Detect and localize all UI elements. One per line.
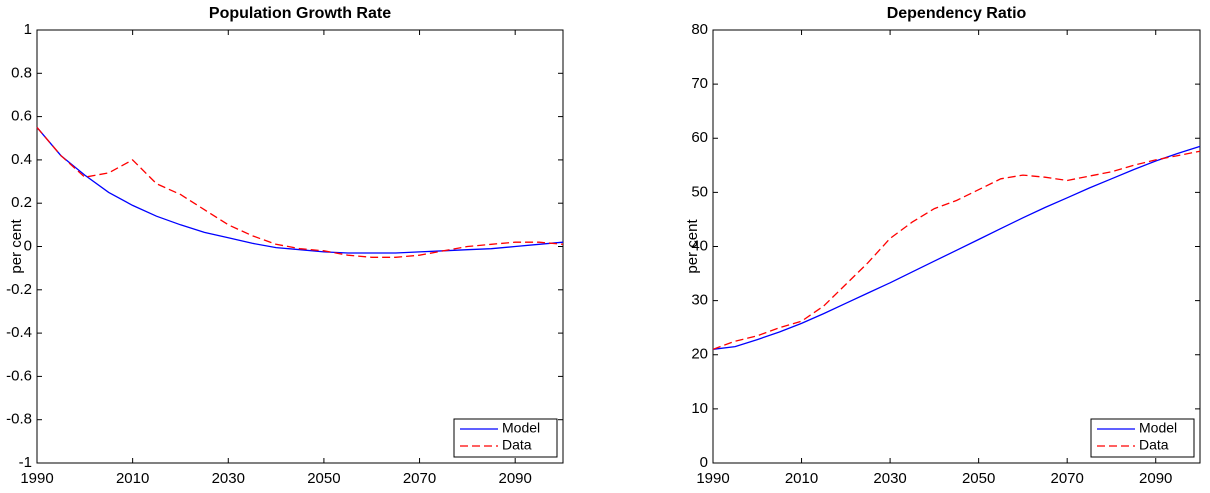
legend-label: Model: [502, 420, 540, 436]
x-tick-label: 2030: [873, 470, 906, 487]
x-tick-label: 2010: [785, 470, 818, 487]
y-tick-label: 0: [24, 237, 32, 254]
x-tick-label: 2050: [962, 470, 995, 487]
y-tick-label: 0: [700, 454, 708, 471]
chart-title: Population Growth Rate: [209, 5, 391, 22]
y-tick-label: 0.6: [11, 108, 32, 125]
y-tick-label: 0.8: [11, 64, 32, 81]
y-tick-label: -0.8: [6, 411, 32, 428]
legend-box: [1090, 418, 1195, 458]
y-tick-label: -0.4: [6, 324, 32, 341]
data-line: [36, 126, 564, 254]
x-tick-label: 2030: [212, 470, 245, 487]
x-tick-label: 2010: [116, 470, 149, 487]
y-tick-label: -0.6: [6, 367, 32, 384]
y-tick-label: 50: [691, 183, 708, 200]
chart-title: Dependency Ratio: [887, 5, 1027, 22]
data-line: [36, 126, 564, 258]
legend-label: Data: [1139, 437, 1169, 453]
x-tick-label: 2090: [498, 470, 531, 487]
y-tick-label: 0.2: [11, 194, 32, 211]
y-axis-label: per cent: [8, 219, 25, 274]
y-tick-label: 60: [691, 129, 708, 146]
legend-label: Model: [1139, 420, 1177, 436]
y-axis-label: per cent: [684, 219, 701, 274]
y-tick-label: -1: [19, 454, 32, 471]
y-tick-label: 30: [691, 292, 708, 309]
plot-area: [712, 29, 1201, 464]
y-tick-label: -0.2: [6, 281, 32, 298]
legend-label: Data: [502, 437, 532, 453]
x-tick-label: 2050: [307, 470, 340, 487]
x-tick-label: 1990: [20, 470, 53, 487]
x-tick-label: 2070: [403, 470, 436, 487]
y-tick-label: 10: [691, 400, 708, 417]
x-tick-label: 2070: [1050, 470, 1083, 487]
data-line: [712, 150, 1201, 350]
y-tick-label: 20: [691, 346, 708, 363]
y-tick-label: 70: [691, 75, 708, 92]
y-tick-label: 80: [691, 21, 708, 38]
y-tick-label: 1: [24, 21, 32, 38]
data-line: [712, 145, 1201, 350]
legend-box: [453, 418, 558, 458]
x-tick-label: 2090: [1139, 470, 1172, 487]
y-tick-label: 0.4: [11, 151, 32, 168]
x-tick-label: 1990: [696, 470, 729, 487]
y-tick-label: 40: [691, 237, 708, 254]
plot-area: [36, 29, 564, 464]
